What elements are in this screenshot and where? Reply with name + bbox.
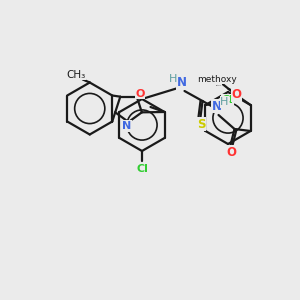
Text: N: N bbox=[122, 121, 131, 131]
Text: methoxy: methoxy bbox=[196, 74, 236, 83]
Text: Cl: Cl bbox=[221, 95, 233, 105]
Text: H: H bbox=[169, 74, 178, 84]
Text: S: S bbox=[197, 118, 206, 130]
Text: O: O bbox=[232, 88, 242, 101]
Text: N: N bbox=[176, 76, 187, 89]
Text: O: O bbox=[135, 89, 144, 99]
Text: Cl: Cl bbox=[136, 164, 148, 174]
Text: CH₃: CH₃ bbox=[66, 70, 86, 80]
Text: O: O bbox=[226, 146, 236, 158]
Text: methoxy: methoxy bbox=[217, 82, 223, 83]
Text: methoxy: methoxy bbox=[215, 84, 222, 86]
Text: H: H bbox=[220, 97, 229, 107]
Text: N: N bbox=[212, 100, 221, 112]
